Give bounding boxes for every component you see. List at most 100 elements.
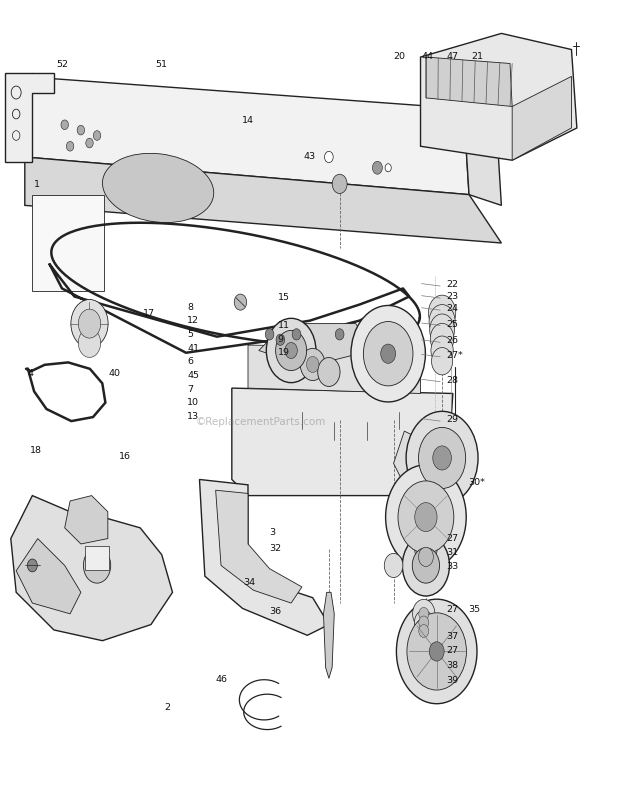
Text: 27*: 27* — [446, 350, 463, 360]
Text: 1: 1 — [34, 180, 40, 190]
Circle shape — [332, 175, 347, 194]
Circle shape — [71, 300, 108, 349]
Text: 6: 6 — [187, 357, 193, 366]
Circle shape — [412, 548, 440, 584]
Text: ©ReplacementParts.com: ©ReplacementParts.com — [195, 417, 326, 426]
Circle shape — [418, 428, 466, 489]
Text: 5: 5 — [187, 329, 193, 339]
Circle shape — [418, 608, 428, 621]
Text: 39: 39 — [446, 675, 459, 685]
Text: 29: 29 — [446, 414, 458, 424]
Text: 20: 20 — [394, 51, 405, 61]
Text: 21: 21 — [471, 51, 483, 61]
Circle shape — [381, 344, 396, 364]
Polygon shape — [464, 109, 502, 206]
Text: 4: 4 — [28, 369, 34, 378]
Circle shape — [412, 600, 435, 629]
Text: 10: 10 — [187, 397, 199, 407]
Circle shape — [86, 139, 93, 149]
Text: 33: 33 — [446, 560, 459, 570]
Circle shape — [351, 306, 425, 402]
Polygon shape — [420, 35, 577, 161]
Polygon shape — [259, 324, 372, 367]
Circle shape — [27, 560, 37, 573]
Text: 41: 41 — [187, 343, 199, 353]
Circle shape — [384, 554, 403, 578]
Text: 14: 14 — [242, 116, 254, 125]
Circle shape — [373, 162, 383, 175]
Text: 11: 11 — [278, 320, 290, 330]
Circle shape — [431, 336, 453, 365]
Text: 2: 2 — [164, 702, 171, 711]
Circle shape — [415, 503, 437, 532]
Text: 37: 37 — [446, 631, 459, 641]
Circle shape — [265, 329, 274, 340]
Text: 44: 44 — [422, 51, 433, 61]
Polygon shape — [216, 491, 302, 603]
Polygon shape — [426, 58, 512, 108]
Text: 15: 15 — [278, 292, 290, 302]
Text: 12: 12 — [187, 316, 199, 325]
Circle shape — [398, 481, 454, 553]
Circle shape — [61, 120, 68, 130]
Text: 52: 52 — [56, 59, 68, 69]
Text: 23: 23 — [446, 291, 459, 301]
Circle shape — [407, 613, 466, 690]
Circle shape — [285, 343, 298, 359]
Circle shape — [66, 142, 74, 152]
Circle shape — [418, 548, 433, 567]
Text: 46: 46 — [216, 674, 228, 683]
Circle shape — [418, 625, 428, 638]
Polygon shape — [232, 389, 453, 496]
Circle shape — [306, 357, 319, 373]
Circle shape — [414, 610, 433, 634]
Text: 28: 28 — [446, 375, 458, 385]
Circle shape — [415, 535, 437, 564]
Circle shape — [429, 305, 455, 339]
Circle shape — [386, 465, 466, 569]
Circle shape — [396, 599, 477, 703]
Text: 25: 25 — [446, 319, 458, 328]
Polygon shape — [16, 539, 81, 614]
Polygon shape — [64, 496, 108, 544]
Circle shape — [317, 358, 340, 387]
Circle shape — [300, 349, 325, 381]
Text: 13: 13 — [187, 411, 200, 421]
Polygon shape — [11, 496, 172, 641]
Polygon shape — [324, 593, 334, 679]
Text: 34: 34 — [244, 577, 256, 587]
Text: 27: 27 — [446, 604, 458, 613]
Circle shape — [428, 296, 456, 331]
Polygon shape — [394, 431, 448, 496]
Text: 45: 45 — [187, 370, 199, 380]
Text: 22: 22 — [446, 279, 458, 289]
Text: 32: 32 — [270, 543, 282, 552]
Circle shape — [335, 329, 344, 340]
Text: 19: 19 — [278, 348, 290, 357]
Polygon shape — [22, 77, 469, 195]
Text: 47: 47 — [446, 51, 458, 61]
Circle shape — [324, 153, 333, 164]
Circle shape — [385, 165, 391, 173]
Circle shape — [78, 329, 100, 358]
Text: 26: 26 — [446, 336, 458, 345]
Circle shape — [416, 622, 431, 641]
Circle shape — [430, 315, 454, 347]
Text: 24: 24 — [446, 304, 458, 313]
Polygon shape — [512, 77, 572, 161]
Circle shape — [292, 329, 301, 340]
Circle shape — [363, 322, 413, 386]
Circle shape — [433, 446, 451, 471]
Circle shape — [418, 616, 428, 629]
Text: 17: 17 — [143, 308, 154, 318]
Text: 18: 18 — [30, 445, 42, 454]
Text: 16: 16 — [119, 451, 131, 461]
Circle shape — [78, 310, 100, 339]
Text: 51: 51 — [155, 59, 167, 69]
Ellipse shape — [102, 154, 214, 223]
Text: 38: 38 — [446, 660, 459, 670]
Circle shape — [276, 335, 285, 346]
Text: 30*: 30* — [468, 477, 485, 487]
Circle shape — [406, 412, 478, 505]
Polygon shape — [6, 74, 54, 163]
